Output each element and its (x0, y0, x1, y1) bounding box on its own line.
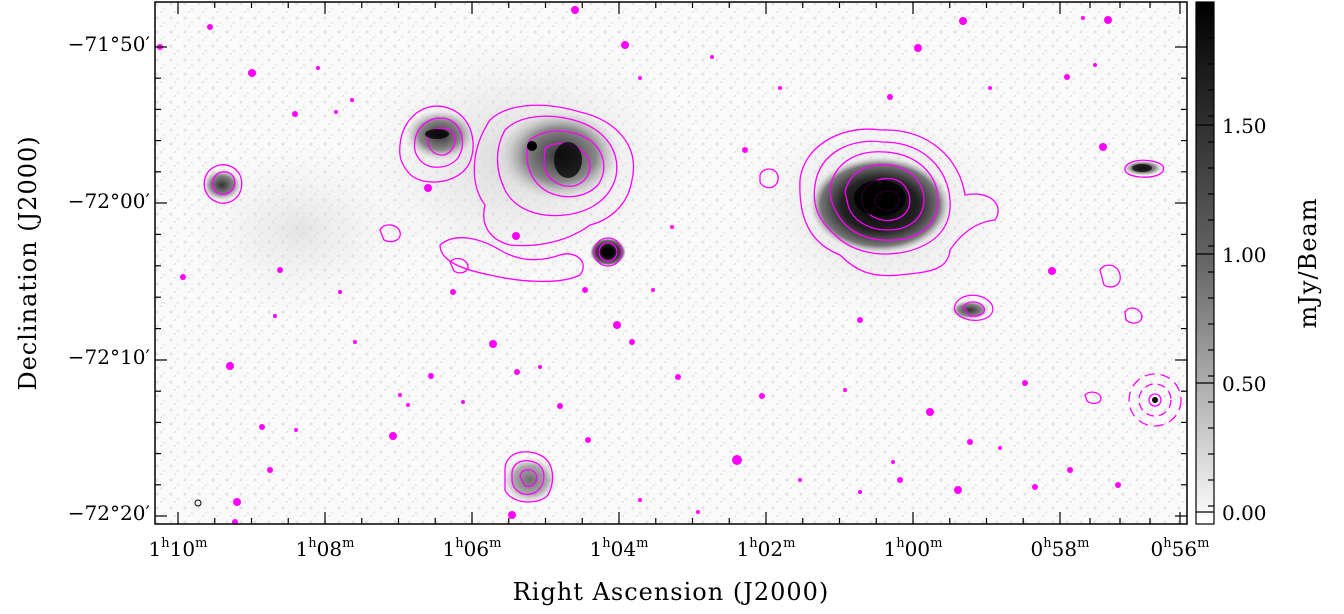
x-tick-label: 0h58m (1031, 536, 1090, 561)
y-tick-label: −72°20′ (68, 501, 151, 525)
x-tick-labels: 1h10m 1h08m 1h06m 1h04m 1h02m 1h00m 0h58… (149, 536, 1210, 561)
point-sources (157, 6, 1121, 525)
x-tick-label: 1h00m (884, 536, 943, 561)
y-tick-label: −71°50′ (68, 32, 151, 56)
colorbar-tick-label: 0.00 (1222, 501, 1267, 525)
plot-frame (154, 1, 1188, 525)
y-axis-title: Declination (J2000) (14, 135, 42, 390)
colorbar-tick-label: 1.00 (1222, 243, 1267, 267)
x-tick-label: 1h04m (590, 536, 649, 561)
x-tick-label: 1h10m (149, 536, 208, 561)
x-tick-label: 1h06m (443, 536, 502, 561)
x-tick-label: 0h56m (1151, 536, 1210, 561)
colorbar-tick-label: 1.50 (1222, 114, 1267, 138)
y-tick-label: −72°10′ (68, 345, 151, 369)
image-panel (155, 2, 1187, 525)
y-tick-labels: −71°50′ −72°00′ −72°10′ −72°20′ (68, 32, 151, 525)
x-tick-label: 1h08m (296, 536, 355, 561)
colorbar-tick-label: 0.50 (1222, 372, 1267, 396)
x-tick-label: 1h02m (737, 536, 796, 561)
colorbar: 1.50 1.00 0.50 0.00 mJy/Beam (1195, 1, 1322, 525)
colorbar-label: mJy/Beam (1294, 198, 1322, 329)
y-tick-label: −72°00′ (68, 189, 151, 213)
x-axis-title: Right Ascension (J2000) (513, 578, 830, 606)
